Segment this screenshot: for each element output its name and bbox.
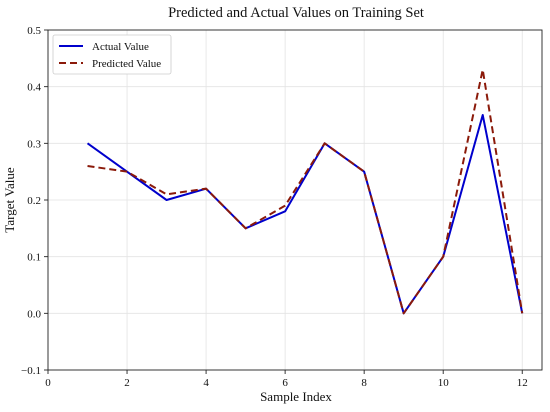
series-line-actual-value xyxy=(86,114,524,315)
series-line-predicted-value xyxy=(87,68,524,315)
series-lines xyxy=(86,68,524,315)
x-axis-ticks: 0 2 4 6 8 10 12 xyxy=(45,370,528,389)
legend-label-predicted: Predicted Value xyxy=(92,58,161,70)
y-tick-label: 0.0 xyxy=(27,308,41,320)
grid xyxy=(47,29,542,371)
x-tick-label: 8 xyxy=(361,377,367,389)
x-tick-label: 4 xyxy=(203,377,209,389)
y-tick-label: 0.2 xyxy=(27,195,41,207)
x-axis-label: Sample Index xyxy=(260,389,332,404)
legend: Actual Value Predicted Value xyxy=(52,34,172,75)
y-tick-label: 0.4 xyxy=(27,82,41,94)
y-tick-label: −0.1 xyxy=(21,365,41,377)
x-tick-label: 12 xyxy=(517,377,528,389)
x-tick-label: 2 xyxy=(124,377,130,389)
x-tick-label: 6 xyxy=(282,377,288,389)
chart-title: Predicted and Actual Values on Training … xyxy=(168,5,424,21)
x-tick-label: 10 xyxy=(438,377,450,389)
y-tick-label: 0.3 xyxy=(27,138,41,150)
y-axis-ticks: −0.1 0.0 0.1 0.2 0.3 0.4 0.5 xyxy=(21,25,48,377)
legend-label-actual: Actual Value xyxy=(92,41,149,53)
y-axis-label: Target Value xyxy=(2,167,17,233)
y-tick-label: 0.1 xyxy=(27,252,41,264)
legend-box xyxy=(52,34,172,75)
x-tick-label: 0 xyxy=(45,377,51,389)
y-tick-label: 0.5 xyxy=(27,25,41,37)
